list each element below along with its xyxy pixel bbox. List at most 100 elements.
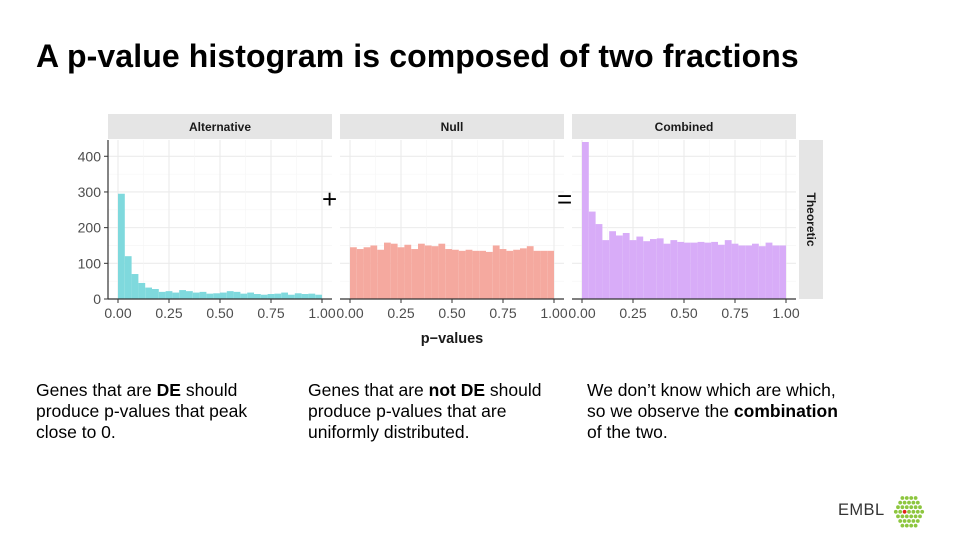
x-tick-label: 0.50 bbox=[206, 305, 233, 321]
histogram-bar bbox=[636, 236, 644, 299]
histogram-bar bbox=[690, 242, 698, 299]
strip-label: Combined bbox=[655, 120, 714, 134]
histogram-bar bbox=[233, 291, 241, 299]
caption-null: Genes that are not DE should produce p-v… bbox=[308, 380, 542, 442]
logo-dot bbox=[918, 505, 922, 510]
logo-dot bbox=[896, 514, 900, 519]
histogram-bar bbox=[663, 243, 671, 299]
x-tick-label: 0.75 bbox=[489, 305, 516, 321]
logo-dot bbox=[898, 519, 903, 523]
histogram-bar bbox=[718, 244, 725, 299]
histogram-bar bbox=[643, 241, 650, 299]
histogram-bar bbox=[131, 274, 139, 299]
slide-title: A p-value histogram is composed of two f… bbox=[36, 38, 799, 74]
histogram-bar bbox=[363, 247, 371, 299]
histogram-bar bbox=[622, 232, 630, 299]
equals-operator: = bbox=[557, 184, 573, 214]
hexagon-logo-icon bbox=[893, 496, 925, 528]
y-tick-label: 300 bbox=[78, 184, 102, 200]
histogram-bar bbox=[758, 246, 766, 299]
logo-dot bbox=[900, 505, 905, 510]
histogram-bar bbox=[315, 294, 322, 299]
x-tick-label: 0.25 bbox=[619, 305, 646, 321]
histogram-bar bbox=[465, 249, 473, 299]
strip-label: Alternative bbox=[189, 120, 251, 134]
histogram-bar bbox=[165, 291, 173, 299]
histogram-bar bbox=[745, 245, 752, 299]
histogram-bar bbox=[697, 241, 705, 299]
histogram-bar bbox=[506, 250, 514, 299]
embl-logo: EMBL bbox=[838, 494, 928, 530]
histogram-bar bbox=[226, 291, 234, 299]
histogram-bar bbox=[609, 231, 616, 299]
logo-dot bbox=[918, 514, 922, 519]
histogram-bar bbox=[138, 282, 146, 299]
histogram-bar bbox=[404, 244, 412, 299]
histogram-bar bbox=[118, 193, 125, 299]
histogram-bar bbox=[526, 246, 534, 299]
histogram-bar bbox=[588, 211, 596, 299]
row-strip bbox=[799, 140, 823, 299]
logo-dot bbox=[907, 519, 911, 523]
histogram-bar bbox=[267, 294, 275, 299]
strip-null bbox=[340, 114, 564, 139]
logo-dot bbox=[904, 505, 909, 510]
x-tick-label: 0.75 bbox=[721, 305, 748, 321]
histogram-bar bbox=[486, 251, 493, 299]
y-tick-label: 100 bbox=[78, 255, 102, 271]
histogram-bar bbox=[540, 250, 548, 299]
histogram-bar bbox=[350, 247, 357, 299]
histogram-bar bbox=[765, 242, 773, 299]
logo-dot bbox=[896, 505, 900, 510]
histogram-bar bbox=[206, 293, 214, 299]
histogram-bar bbox=[445, 249, 452, 299]
logo-dot bbox=[907, 500, 911, 505]
histogram-bar bbox=[711, 241, 718, 299]
histogram-bar bbox=[356, 249, 364, 299]
logo-dot bbox=[909, 523, 914, 528]
logo-dot bbox=[913, 523, 918, 528]
histogram-bar bbox=[377, 249, 384, 299]
plus-operator: + bbox=[322, 184, 338, 214]
histogram-bar bbox=[158, 291, 166, 299]
histogram-bar bbox=[192, 292, 200, 299]
caption-combined: We don’t know which are which, so we obs… bbox=[587, 380, 838, 442]
x-tick-label: 1.00 bbox=[540, 305, 567, 321]
histogram-bar bbox=[260, 294, 268, 299]
histogram-bar bbox=[384, 242, 391, 299]
x-tick-label: 1.00 bbox=[772, 305, 799, 321]
logo-dot bbox=[902, 500, 907, 505]
histogram-bar bbox=[418, 243, 425, 299]
logo-dot bbox=[915, 519, 920, 523]
panel-null: Null 0.00 0.25 0.50 0.75 1.00 bbox=[336, 114, 568, 321]
histogram-bar bbox=[199, 291, 207, 299]
logo-dot bbox=[904, 514, 909, 519]
histogram-bar bbox=[186, 291, 193, 299]
logo-dot bbox=[893, 509, 898, 514]
logo-dot bbox=[911, 519, 916, 523]
histogram-bar bbox=[656, 238, 664, 299]
row-strip-label: Theoretic bbox=[804, 192, 818, 246]
logo-dot bbox=[900, 514, 905, 519]
histogram-bar bbox=[772, 245, 780, 299]
logo-dot bbox=[904, 496, 909, 500]
histogram-bar bbox=[492, 245, 500, 299]
histogram-bar bbox=[677, 241, 684, 299]
histogram-bar bbox=[240, 293, 248, 299]
histogram-bar bbox=[520, 248, 527, 299]
logo-dot bbox=[898, 500, 903, 505]
logo-dot bbox=[911, 500, 916, 505]
logo-dot bbox=[902, 509, 907, 514]
histogram-bar bbox=[152, 289, 159, 299]
logo-dot bbox=[900, 496, 905, 500]
logo-dot bbox=[909, 505, 914, 510]
faceted-histogram-chart: Alternative 0.00 0.25 0.50 0.75 1.00 0 100 200 30… bbox=[78, 114, 823, 347]
histogram-bar bbox=[684, 242, 691, 299]
histogram-bar bbox=[274, 293, 282, 299]
x-tick-label: 0.25 bbox=[387, 305, 414, 321]
x-tick-label: 0.00 bbox=[336, 305, 363, 321]
x-tick-label: 0.00 bbox=[568, 305, 595, 321]
x-tick-label: 0.50 bbox=[438, 305, 465, 321]
logo-wordmark: EMBL bbox=[838, 501, 885, 519]
histogram-bar bbox=[288, 294, 295, 299]
